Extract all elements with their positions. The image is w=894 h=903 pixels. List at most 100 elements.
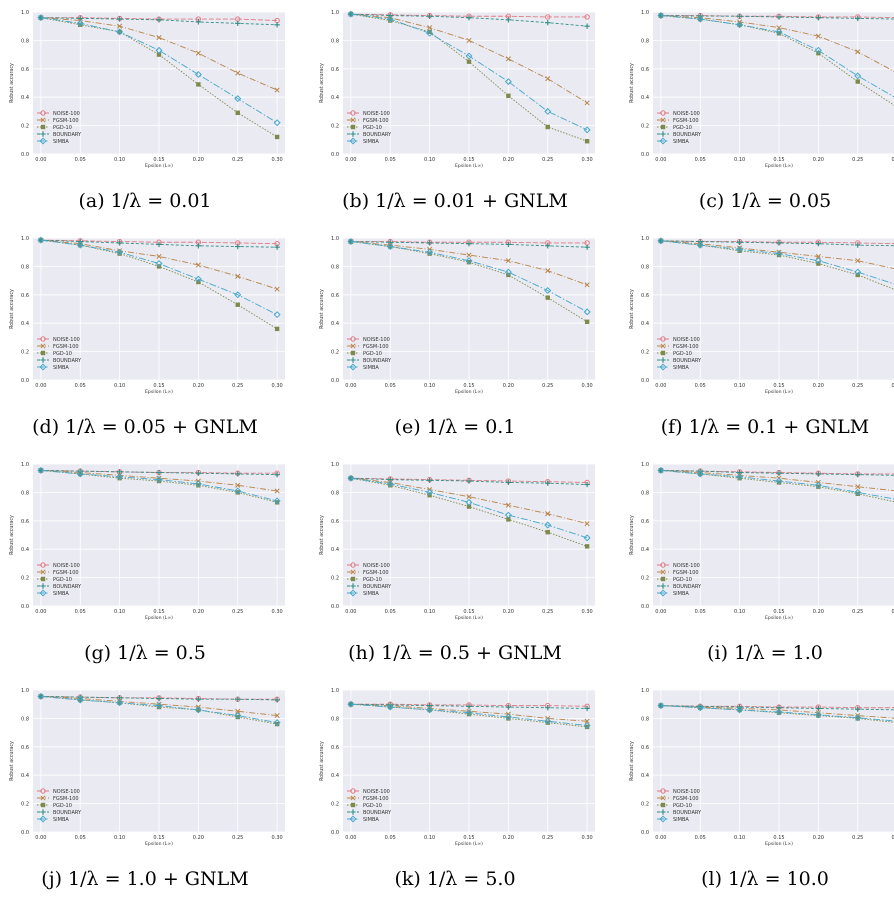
legend-label: NOISE-100 bbox=[53, 111, 80, 117]
data-point bbox=[854, 714, 862, 722]
x-tick-label: 0.20 bbox=[813, 157, 824, 163]
x-tick-label: 0.15 bbox=[463, 157, 474, 163]
subfigure-caption: (a) 1/λ = 0.01 bbox=[78, 190, 212, 212]
data-point bbox=[466, 494, 472, 500]
legend-label: SIMBA bbox=[53, 591, 69, 597]
legend-label: SIMBA bbox=[363, 817, 379, 823]
y-tick-label: 0.4 bbox=[21, 321, 29, 327]
legend-marker bbox=[40, 795, 46, 801]
legend-label: PGD-10 bbox=[673, 125, 692, 131]
data-point bbox=[736, 21, 744, 29]
data-point bbox=[273, 119, 281, 127]
y-axis-label: Robust accuracy bbox=[9, 515, 15, 555]
data-point bbox=[156, 253, 162, 260]
x-tick-label: 0.15 bbox=[773, 383, 784, 389]
y-tick-label: 0.6 bbox=[21, 745, 29, 751]
data-point bbox=[347, 700, 355, 708]
data-point bbox=[156, 695, 162, 702]
legend-label: PGD-10 bbox=[53, 803, 72, 809]
legend-label: FGSM-100 bbox=[53, 570, 79, 576]
data-point bbox=[37, 466, 45, 474]
legend-label: PGD-10 bbox=[673, 803, 692, 809]
legend-marker bbox=[350, 569, 356, 575]
data-point bbox=[426, 477, 433, 484]
data-point bbox=[465, 257, 473, 265]
y-tick-label: 0.4 bbox=[331, 547, 339, 553]
x-tick-label: 0.15 bbox=[153, 157, 164, 163]
series-line bbox=[40, 469, 278, 502]
x-tick-label: 0.25 bbox=[232, 609, 243, 615]
y-tick-label: 1.0 bbox=[641, 10, 649, 16]
subfigure-caption: (h) 1/λ = 0.5 + GNLM bbox=[348, 642, 562, 664]
legend-marker bbox=[39, 137, 47, 145]
data-point bbox=[235, 243, 241, 250]
x-tick-label: 0.10 bbox=[114, 609, 125, 615]
y-tick-label: 0.0 bbox=[331, 830, 339, 836]
x-tick-label: 0.20 bbox=[813, 383, 824, 389]
data-point bbox=[816, 713, 821, 718]
x-tick-label: 0.20 bbox=[193, 383, 204, 389]
data-point bbox=[545, 295, 550, 300]
data-point bbox=[505, 258, 511, 264]
y-axis-label: Robust accuracy bbox=[319, 741, 325, 781]
x-tick-label: 0.15 bbox=[773, 835, 784, 841]
data-point bbox=[776, 470, 782, 476]
x-tick-label: 0.30 bbox=[582, 383, 593, 389]
series-simba bbox=[347, 10, 591, 134]
legend-marker bbox=[349, 815, 357, 823]
legend-marker bbox=[350, 117, 356, 123]
x-tick-label: 0.00 bbox=[655, 157, 666, 163]
data-point bbox=[194, 275, 202, 283]
series-line bbox=[40, 17, 278, 124]
data-point bbox=[544, 717, 552, 725]
legend-marker bbox=[39, 589, 47, 597]
data-point bbox=[427, 251, 432, 256]
legend-marker bbox=[40, 562, 46, 568]
x-tick-label: 0.20 bbox=[813, 835, 824, 841]
data-point bbox=[117, 476, 122, 481]
legend-label: NOISE-100 bbox=[673, 789, 700, 795]
legend-marker bbox=[350, 336, 356, 342]
data-point bbox=[855, 49, 861, 55]
chart-panel: 0.0 0.2 0.4 0.6 0.8 1.0 0.00 0.05 0.10 0.15 0.20 0.… bbox=[310, 0, 610, 225]
subfigure-caption: (j) 1/λ = 1.0 + GNLM bbox=[41, 868, 249, 890]
legend-marker bbox=[40, 110, 46, 116]
y-tick-label: 0.4 bbox=[331, 95, 339, 101]
data-point bbox=[545, 529, 550, 535]
x-tick-label: 0.25 bbox=[852, 835, 863, 841]
legend-label: SIMBA bbox=[363, 139, 379, 145]
legend-label: PGD-10 bbox=[363, 803, 382, 809]
data-point bbox=[274, 134, 280, 140]
legend-marker bbox=[349, 589, 357, 597]
series-simba bbox=[347, 238, 591, 316]
y-tick-label: 0.6 bbox=[331, 67, 339, 73]
data-point bbox=[347, 10, 355, 18]
data-point bbox=[545, 511, 551, 517]
legend-label: FGSM-100 bbox=[673, 118, 699, 124]
series-simba bbox=[347, 700, 591, 730]
data-point bbox=[506, 93, 511, 98]
x-tick-label: 0.25 bbox=[852, 609, 863, 615]
x-tick-label: 0.05 bbox=[75, 157, 86, 163]
data-point bbox=[274, 471, 280, 478]
x-tick-label: 0.20 bbox=[193, 835, 204, 841]
data-point bbox=[234, 95, 242, 103]
y-tick-label: 1.0 bbox=[21, 462, 29, 468]
data-point bbox=[584, 521, 590, 527]
data-point bbox=[657, 466, 665, 474]
x-tick-label: 0.10 bbox=[734, 157, 745, 163]
legend-marker bbox=[660, 124, 666, 130]
y-tick-label: 0.0 bbox=[331, 152, 339, 158]
data-point bbox=[814, 46, 822, 54]
legend-marker bbox=[350, 809, 356, 815]
y-tick-label: 0.0 bbox=[21, 378, 29, 384]
legend-marker bbox=[660, 802, 666, 808]
data-point bbox=[387, 12, 393, 19]
data-point bbox=[584, 139, 590, 144]
y-tick-label: 0.8 bbox=[21, 38, 29, 44]
